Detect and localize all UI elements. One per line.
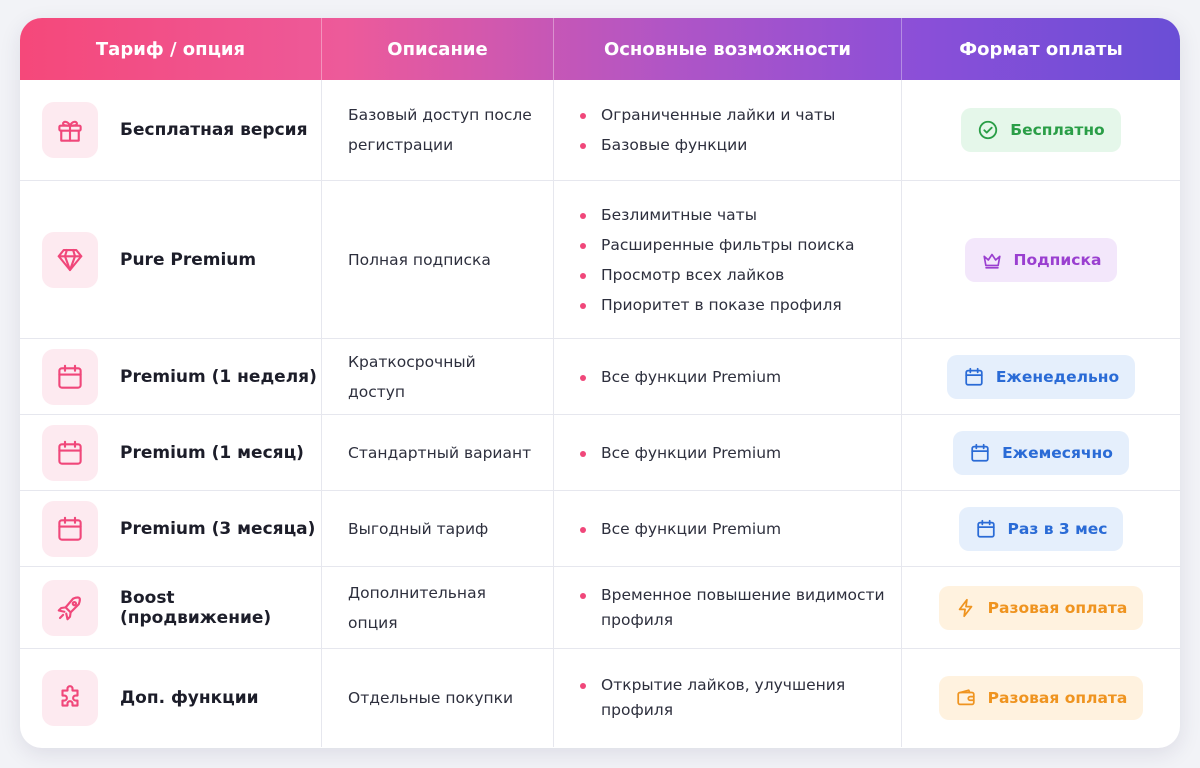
table-row: Бесплатная версия Базовый доступ после р…: [20, 80, 1180, 181]
feature-item: Все функции Premium: [580, 514, 781, 544]
payment-label: Ежемесячно: [1002, 443, 1113, 462]
tariff-description: Полная подписка: [322, 181, 554, 338]
feature-item: Безлимитные чаты: [580, 200, 854, 230]
tariff-description: Выгодный тариф: [322, 491, 554, 566]
tariff-description: Краткосрочный доступ: [322, 339, 554, 414]
feature-item: Расширенные фильтры поиска: [580, 230, 854, 260]
check-circle-icon: [979, 120, 998, 140]
payment-label: Подписка: [1013, 250, 1102, 269]
tariff-name: Pure Premium: [120, 249, 257, 270]
header-features: Основные возможности: [554, 18, 902, 80]
feature-list: Все функции Premium: [580, 514, 781, 544]
table-row: Premium (1 месяц) Стандартный вариант Вс…: [20, 415, 1180, 491]
payment-badge: Бесплатно: [961, 108, 1121, 152]
payment-badge: Раз в 3 мес: [958, 506, 1124, 551]
feature-list: Ограниченные лайки и чаты Базовые функци…: [580, 100, 835, 160]
feature-item: Все функции Premium: [580, 438, 781, 468]
table-row: Доп. функции Отдельные покупки Открытие …: [20, 649, 1180, 747]
feature-item: Базовые функции: [580, 130, 835, 160]
payment-label: Разовая оплата: [987, 598, 1128, 617]
tariff-description: Отдельные покупки: [322, 649, 554, 747]
payment-badge: Подписка: [964, 237, 1118, 282]
rocket-icon: [42, 579, 98, 636]
feature-item: Все функции Premium: [580, 362, 781, 392]
feature-item: Временное повышение видимости профиля: [580, 583, 885, 633]
calendar-icon: [42, 424, 98, 481]
tariff-description: Базовый доступ после регистрации: [322, 80, 554, 180]
tariff-name: Premium (1 неделя): [120, 366, 317, 387]
calendar-icon: [965, 367, 983, 386]
wallet-icon: [956, 689, 975, 706]
feature-item: Просмотр всех лайков: [580, 260, 854, 290]
lightning-icon: [958, 598, 973, 617]
table-row: Premium (1 неделя) Краткосрочный доступ …: [20, 339, 1180, 415]
table-row: Premium (3 месяца) Выгодный тариф Все фу…: [20, 491, 1180, 567]
feature-list: Все функции Premium: [580, 362, 781, 392]
table-header: Тариф / опция Описание Основные возможно…: [20, 18, 1180, 80]
feature-list: Безлимитные чаты Расширенные фильтры пои…: [580, 200, 854, 320]
header-payment: Формат оплаты: [959, 38, 1123, 60]
table-row: Boost (продвижение) Дополнительная опция…: [20, 567, 1180, 649]
tariff-description: Стандартный вариант: [322, 415, 554, 490]
payment-badge: Разовая оплата: [938, 585, 1144, 630]
diamond-icon: [42, 231, 98, 288]
gift-icon: [42, 102, 98, 158]
tariff-name: Boost (продвижение): [120, 587, 272, 628]
payment-label: Бесплатно: [1010, 121, 1105, 139]
payment-label: Еженедельно: [995, 367, 1120, 386]
tariff-name: Premium (1 месяц): [120, 442, 304, 463]
feature-item: Приоритет в показе профиля: [580, 290, 854, 320]
feature-item: Открытие лайков, улучшения профиля: [580, 673, 885, 723]
crown-icon: [982, 253, 1001, 269]
payment-label: Разовая оплата: [987, 689, 1128, 707]
feature-item: Ограниченные лайки и чаты: [580, 100, 835, 130]
tariff-name: Бесплатная версия: [120, 120, 308, 140]
payment-badge: Разовая оплата: [938, 676, 1144, 720]
feature-list: Временное повышение видимости профиля: [580, 583, 885, 633]
payment-badge: Еженедельно: [946, 354, 1136, 399]
table-row: Pure Premium Полная подписка Безлимитные…: [20, 181, 1180, 339]
calendar-icon: [976, 519, 995, 538]
tariff-table: Тариф / опция Описание Основные возможно…: [20, 18, 1180, 748]
feature-list: Все функции Premium: [580, 438, 781, 468]
tariff-name: Доп. функции: [120, 688, 259, 708]
tariff-description: Дополнительная опция: [322, 567, 554, 648]
header-tariff: Тариф / опция: [20, 18, 322, 80]
calendar-icon: [42, 500, 98, 557]
feature-list: Открытие лайков, улучшения профиля: [580, 673, 885, 723]
calendar-icon: [971, 443, 989, 462]
payment-label: Раз в 3 мес: [1007, 519, 1108, 538]
tariff-name: Premium (3 месяца): [120, 518, 316, 539]
calendar-icon: [42, 348, 98, 405]
puzzle-icon: [42, 670, 98, 726]
header-description: Описание: [322, 18, 554, 80]
payment-badge: Ежемесячно: [953, 430, 1129, 475]
